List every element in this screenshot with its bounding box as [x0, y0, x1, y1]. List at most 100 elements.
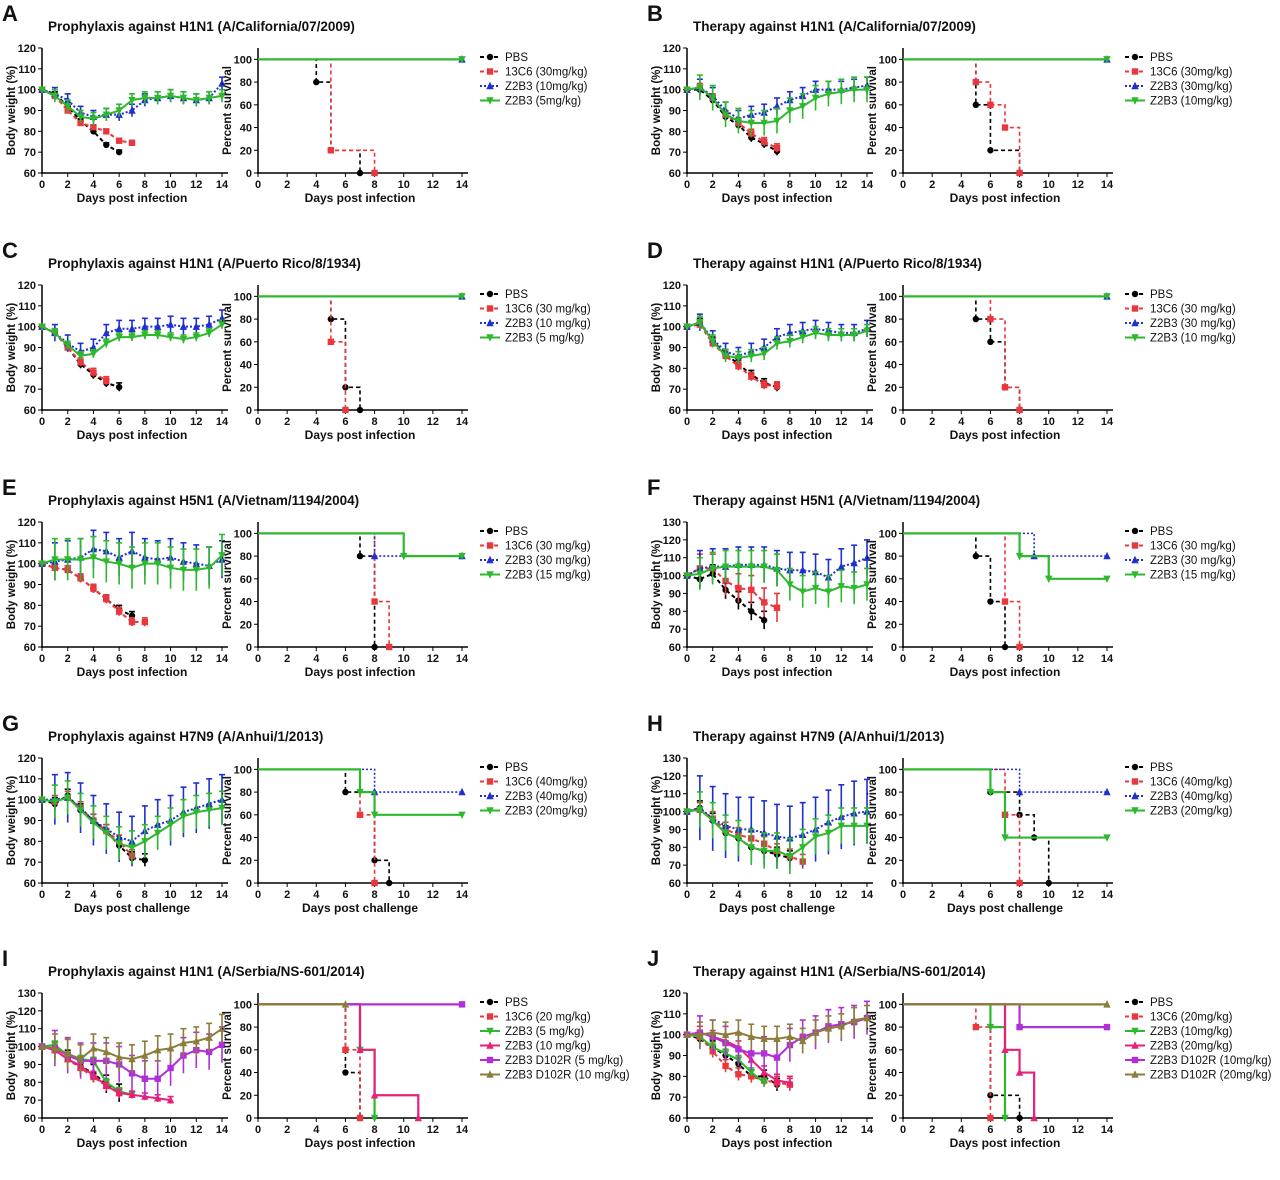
legend-label: Z2B3 D102R (20mg/kg) — [1150, 1070, 1272, 1082]
x-tick-label: 14 — [456, 653, 469, 665]
x-tick-label: 12 — [835, 653, 847, 665]
weight-point — [799, 844, 807, 852]
panel-g: G Prophylaxis against H7N9 (A/Anhui/1/201… — [0, 710, 640, 945]
weight-point — [748, 373, 755, 380]
survival-point — [1016, 406, 1023, 414]
y-axis-label: Body weight (%) — [6, 66, 18, 156]
survival-point — [370, 1091, 379, 1099]
weight-point — [850, 86, 858, 94]
y-axis-label: Percent survival — [867, 540, 879, 629]
y-tick-label: 0 — [891, 405, 897, 417]
panel-b: B Therapy against H1N1 (A/California/07/2… — [645, 0, 1280, 235]
x-tick-label: 6 — [342, 179, 348, 191]
weight-point — [141, 94, 149, 103]
weight-point — [683, 323, 691, 331]
legend-label: PBS — [1150, 52, 1173, 64]
x-tick-label: 8 — [142, 416, 148, 428]
weight-point — [799, 1036, 807, 1045]
y-tick-label: 120 — [663, 988, 681, 1000]
survival-point — [987, 338, 994, 346]
survival-point — [972, 78, 980, 86]
x-tick-label: 10 — [398, 1124, 410, 1136]
y-tick-label: 0 — [891, 1113, 897, 1125]
y-tick-label: 100 — [18, 559, 36, 571]
survival-point — [356, 169, 364, 177]
legend-marker — [1131, 1027, 1139, 1036]
panel-letter: I — [2, 946, 8, 971]
x-axis-label: Days post infection — [305, 1136, 416, 1150]
legend-marker — [1131, 555, 1139, 564]
x-tick-label: 0 — [39, 889, 45, 901]
survival-chart — [258, 532, 466, 651]
x-tick-label: 8 — [1017, 653, 1023, 665]
legend-marker — [486, 97, 494, 105]
weight-point — [747, 352, 755, 361]
y-tick-label: 100 — [879, 999, 897, 1011]
weight-point — [760, 1079, 768, 1087]
survival-point — [458, 811, 466, 820]
weight-point — [128, 564, 136, 573]
y-tick-label: 100 — [663, 85, 681, 97]
legend-label: PBS — [505, 52, 528, 64]
x-tick-label: 6 — [116, 1124, 122, 1136]
x-tick-label: 6 — [116, 179, 122, 191]
weight-point — [721, 111, 730, 119]
survival-line — [258, 1003, 376, 1118]
y-tick-label: 90 — [669, 106, 681, 118]
survival-point — [972, 552, 980, 560]
legend: PBS 13C6 (20mg/kg) Z2B3 (10mg/kg) Z2B3 (20m… — [1125, 997, 1272, 1082]
weight-point — [837, 331, 845, 340]
weight-point — [141, 331, 149, 340]
y-tick-label: 100 — [18, 85, 36, 97]
survival-series — [258, 1003, 422, 1122]
legend-marker — [1131, 763, 1139, 771]
y-axis-label: Percent survival — [222, 540, 234, 629]
weight-point — [128, 324, 136, 332]
survival-line — [258, 768, 390, 883]
y-tick-label: 60 — [885, 1045, 897, 1057]
legend-label: 13C6 (20mg/kg) — [1150, 1012, 1233, 1024]
x-tick-label: 4 — [735, 653, 742, 665]
weight-point — [218, 552, 226, 560]
weight-point — [773, 382, 781, 390]
y-tick-label: 100 — [663, 322, 681, 334]
y-tick-label: 80 — [669, 363, 681, 375]
x-tick-label: 6 — [116, 416, 122, 428]
weight-series — [38, 1013, 226, 1074]
y-tick-label: 110 — [18, 538, 36, 550]
survival-series — [258, 768, 466, 820]
x-tick-label: 4 — [313, 1124, 320, 1136]
x-tick-label: 8 — [787, 1124, 793, 1136]
legend-marker — [1131, 53, 1139, 61]
survival-point — [371, 857, 378, 864]
weight-point — [89, 1044, 98, 1052]
x-tick-label: 12 — [835, 179, 847, 191]
x-tick-label: 12 — [427, 1124, 439, 1136]
legend-label: PBS — [505, 526, 528, 538]
weight-point — [709, 817, 717, 825]
x-tick-label: 10 — [809, 416, 821, 428]
survival-point — [385, 643, 393, 651]
panel-title: Therapy against H5N1 (A/Vietnam/1194/200… — [693, 493, 980, 508]
weight-point — [128, 1090, 136, 1098]
legend-marker — [486, 290, 494, 298]
x-axis-label: Days post infection — [950, 191, 1061, 205]
weight-series — [683, 549, 871, 608]
y-tick-label: 80 — [24, 600, 36, 612]
x-tick-label: 10 — [1043, 1124, 1055, 1136]
legend-label: Z2B3 (10 mg/kg) — [505, 318, 591, 330]
weight-point — [179, 566, 188, 575]
weight-point — [179, 1038, 188, 1047]
weight-point — [760, 1067, 768, 1076]
y-tick-label: 0 — [246, 405, 252, 417]
survival-point — [987, 1114, 994, 1122]
y-tick-label: 120 — [18, 517, 36, 529]
y-tick-label: 80 — [885, 1022, 897, 1034]
x-tick-label: 2 — [929, 179, 935, 191]
weight-point — [709, 338, 717, 346]
weight-point — [760, 350, 768, 358]
weight-point — [38, 560, 46, 568]
weight-point — [103, 377, 110, 385]
y-tick-label: 100 — [18, 1042, 36, 1054]
weight-point — [128, 1054, 136, 1063]
